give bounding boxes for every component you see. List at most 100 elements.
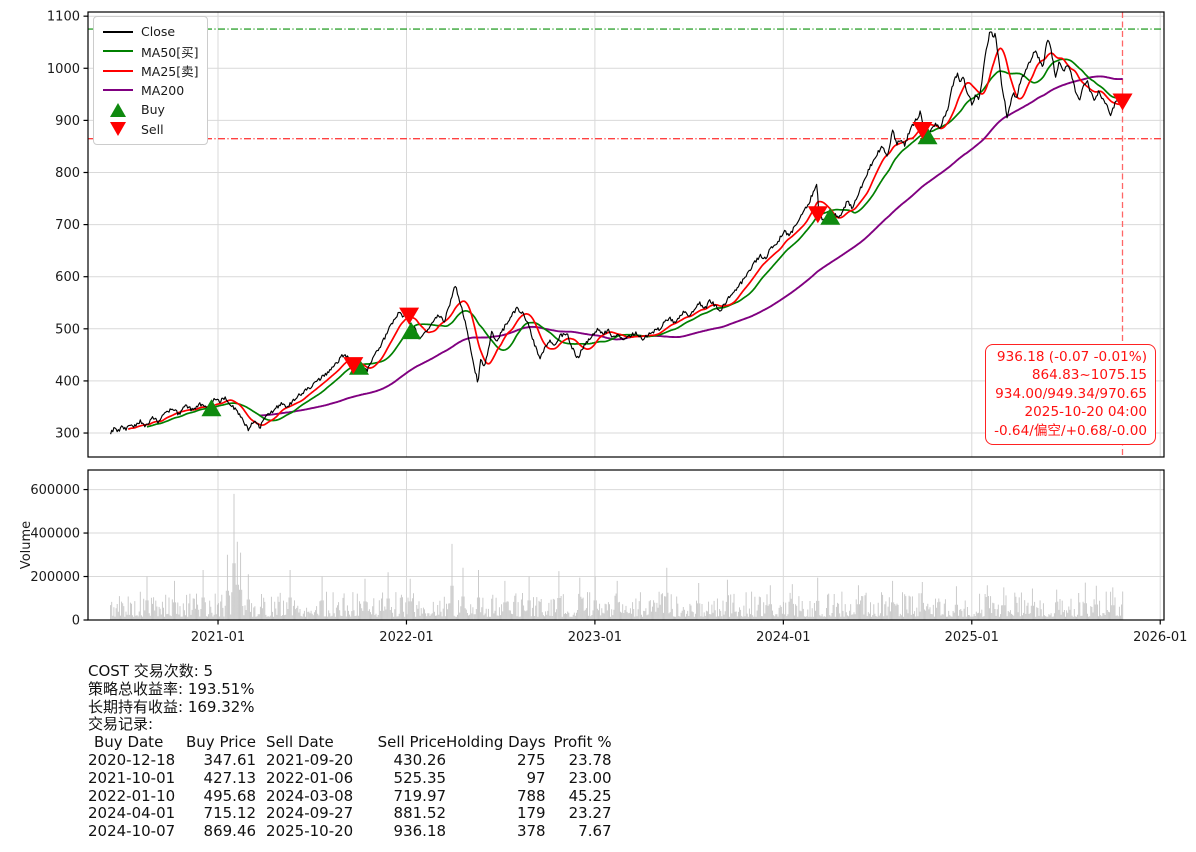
axis-ticks: 300 400 500 600 700 800 900 1000 1100 0 200000 4000… — [30, 10, 1187, 645]
y-tick-label: 700 — [55, 218, 80, 233]
trade-cell: 2021-09-20 — [266, 750, 354, 769]
trade-cell: 23.27 — [568, 804, 612, 823]
trade-cell: 427.13 — [203, 768, 257, 787]
trade-cell: 495.68 — [203, 786, 257, 805]
trade-cell: 45.25 — [568, 786, 612, 805]
ma25-line-swatch — [103, 69, 133, 72]
trade-cell: 2022-01-06 — [266, 768, 354, 787]
legend-item-ma200: MA200 — [103, 81, 199, 101]
volume-panel — [110, 493, 1124, 620]
annotation-price-line: 936.18 (-0.07 -0.01%) — [996, 349, 1147, 365]
volume-tick-label: 0 — [72, 614, 80, 629]
trade-cell: 2025-10-20 — [266, 822, 354, 841]
legend-label: Close — [141, 24, 176, 40]
buy-marker — [201, 399, 222, 417]
price-annotation: 936.18 (-0.07 -0.01%) 864.83~1075.15 934… — [985, 344, 1156, 446]
buy-triangle-icon — [103, 102, 133, 118]
legend-label: Buy — [141, 102, 165, 118]
y-tick-label: 300 — [55, 427, 80, 442]
y-tick-label: 1000 — [47, 62, 80, 77]
trade-records-label: 交易记录: — [88, 715, 154, 734]
trade-cell: 23.78 — [568, 750, 612, 769]
col-buy-date: Buy Date — [94, 733, 164, 752]
x-tick-label: 2023-01 — [568, 630, 622, 645]
volume-tick-label: 200000 — [30, 570, 80, 585]
legend-item-close: Close — [103, 22, 199, 42]
trade-cell: 2024-03-08 — [266, 786, 354, 805]
price-lines — [110, 31, 1124, 435]
volume-axis-label: Volume — [19, 521, 34, 569]
col-sell-price: Sell Price — [377, 733, 447, 752]
trade-cell: 378 — [516, 822, 546, 841]
sell-marker — [1112, 93, 1133, 111]
trade-row: 2024-04-01 715.12 2024-09-27 881.52 179 23.27 — [88, 805, 612, 823]
buy-marker — [917, 127, 938, 145]
ma50-line — [146, 58, 1124, 428]
y-tick-label: 1100 — [47, 10, 80, 25]
col-holding-days: Holding Days — [446, 733, 546, 752]
legend-item-ma50: MA50[买] — [103, 42, 199, 62]
x-tick-label: 2024-01 — [756, 630, 810, 645]
sell-marker — [343, 357, 364, 375]
trade-count-line: COST 交易次数: 5 — [88, 662, 214, 680]
y-tick-label: 400 — [55, 374, 80, 389]
annotation-signal-line: -0.64/偏空/+0.68/-0.00 — [994, 422, 1147, 439]
x-tick-label: 2021-01 — [191, 630, 245, 645]
trade-cell: 788 — [516, 786, 546, 805]
trade-cell: 525.35 — [393, 768, 447, 787]
trade-cell: 97 — [526, 768, 546, 787]
close-line — [110, 31, 1124, 435]
strategy-return-line: 策略总收益率: 193.51% — [88, 679, 255, 698]
col-buy-price: Buy Price — [186, 733, 257, 752]
volume-tick-label: 600000 — [30, 483, 80, 498]
annotation-date-line: 2025-10-20 04:00 — [1024, 404, 1148, 421]
legend-label: MA50[买] — [141, 44, 199, 60]
ma50-line-swatch — [103, 50, 133, 53]
legend-label: MA200 — [141, 82, 185, 98]
trade-cell: 430.26 — [393, 750, 447, 769]
trade-cell: 347.61 — [203, 750, 257, 769]
trade-markers — [201, 93, 1133, 417]
y-tick-label: 500 — [55, 322, 80, 337]
trade-cell: 2020-12-18 — [88, 750, 176, 769]
trade-cell: 881.52 — [393, 804, 447, 823]
trade-row: 2024-10-07 869.46 2025-10-20 936.18 378 7.67 — [88, 822, 612, 841]
buy-marker — [820, 207, 841, 225]
legend-item-sell: Sell — [103, 120, 199, 140]
col-profit: Profit % — [553, 733, 612, 752]
trade-cell: 179 — [516, 804, 546, 823]
volume-tick-label: 400000 — [30, 527, 80, 542]
trade-cell: 2024-04-01 — [88, 804, 176, 823]
trade-cell: 275 — [516, 750, 546, 769]
y-tick-label: 600 — [55, 270, 80, 285]
axes-spines — [87, 11, 1165, 621]
axis-labels: Volume — [19, 521, 34, 569]
legend-item-ma25: MA25[卖] — [103, 61, 199, 81]
strategy-summary: COST 交易次数: 5 策略总收益率: 193.51% 长期持有收益: 169… — [88, 662, 612, 841]
trade-cell: 2022-01-10 — [88, 786, 176, 805]
legend-item-buy: Buy — [103, 100, 199, 120]
volume-bars — [110, 493, 1124, 620]
legend-label: Sell — [141, 121, 164, 137]
trade-row: 2021-10-01 427.13 2022-01-06 525.35 97 23.00 — [88, 768, 612, 788]
annotation-ma-line: 934.00/949.34/970.65 — [995, 385, 1147, 402]
close-line-swatch — [103, 30, 133, 33]
sell-triangle-icon — [103, 121, 133, 137]
col-sell-date: Sell Date — [266, 733, 334, 752]
x-tick-label: 2025-01 — [945, 630, 999, 645]
x-tick-label: 2022-01 — [379, 630, 433, 645]
trade-row: 2020-12-18 347.61 2021-09-20 430.26 275 23.78 — [88, 750, 612, 770]
ma200-line — [259, 75, 1123, 417]
trade-cell: 715.12 — [203, 804, 257, 823]
sell-marker — [399, 307, 420, 325]
trade-cell: 719.97 — [393, 786, 447, 805]
buy-marker — [401, 322, 422, 340]
y-tick-label: 800 — [55, 166, 80, 181]
trade-cell: 2024-09-27 — [266, 804, 354, 823]
sell-marker — [807, 206, 828, 224]
x-tick-label: 2026-01 — [1133, 630, 1187, 645]
legend-label: MA25[卖] — [141, 64, 199, 80]
gridlines — [88, 12, 1164, 621]
ma25-line — [127, 47, 1123, 430]
